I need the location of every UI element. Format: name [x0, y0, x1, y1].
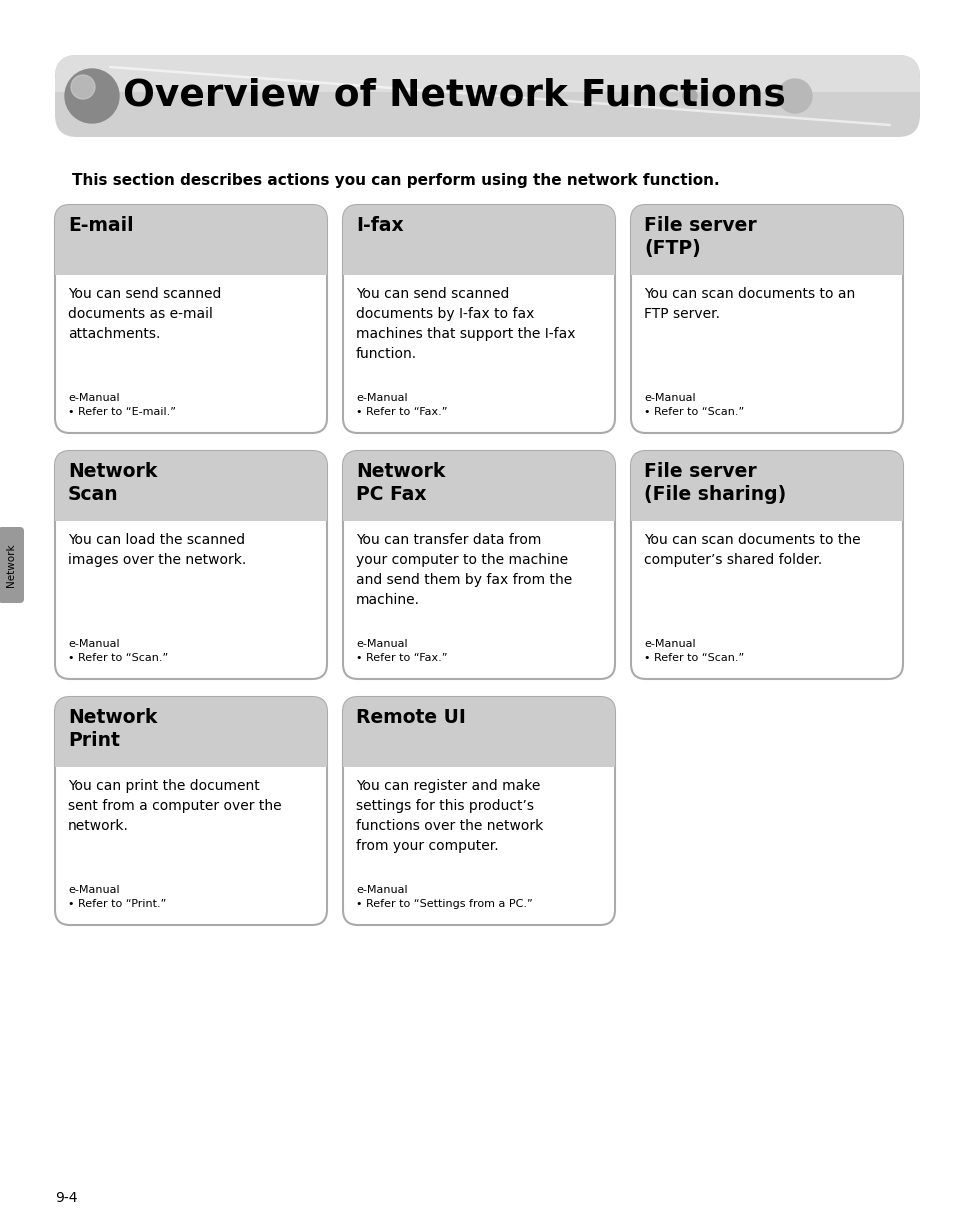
Text: You can register and make
settings for this product’s
functions over the network: You can register and make settings for t… [355, 779, 542, 853]
Bar [55, 712, 327, 767]
Bar [55, 466, 327, 521]
FancyBboxPatch shape [343, 452, 615, 679]
Text: 9-4: 9-4 [55, 1191, 77, 1205]
FancyBboxPatch shape [0, 528, 24, 602]
Text: You can print the document
sent from a computer over the
network.: You can print the document sent from a c… [68, 779, 281, 833]
Text: Overview of Network Functions: Overview of Network Functions [123, 79, 785, 114]
FancyBboxPatch shape [630, 452, 902, 679]
Bar [55, 77, 919, 92]
Bar [630, 220, 902, 275]
Circle shape [65, 69, 119, 123]
Text: e-Manual
• Refer to “Print.”: e-Manual • Refer to “Print.” [68, 885, 166, 909]
Circle shape [71, 75, 95, 99]
Text: You can send scanned
documents as e-mail
attachments.: You can send scanned documents as e-mail… [68, 287, 221, 341]
Text: You can scan documents to the
computer’s shared folder.: You can scan documents to the computer’s… [643, 533, 860, 567]
Bar [343, 220, 615, 275]
FancyBboxPatch shape [343, 697, 615, 925]
FancyBboxPatch shape [343, 452, 615, 521]
Bar [343, 466, 615, 521]
FancyBboxPatch shape [630, 452, 902, 521]
Text: This section describes actions you can perform using the network function.: This section describes actions you can p… [71, 173, 719, 188]
Circle shape [778, 79, 811, 113]
Text: You can transfer data from
your computer to the machine
and send them by fax fro: You can transfer data from your computer… [355, 533, 572, 607]
Text: File server
(FTP): File server (FTP) [643, 216, 756, 258]
Text: e-Manual
• Refer to “Fax.”: e-Manual • Refer to “Fax.” [355, 639, 447, 663]
Text: Network
Print: Network Print [68, 708, 157, 750]
Text: Network
Scan: Network Scan [68, 463, 157, 504]
FancyBboxPatch shape [343, 205, 615, 275]
Bar [343, 712, 615, 767]
FancyBboxPatch shape [55, 452, 327, 521]
FancyBboxPatch shape [55, 697, 327, 767]
Text: File server
(File sharing): File server (File sharing) [643, 463, 785, 504]
Text: e-Manual
• Refer to “Scan.”: e-Manual • Refer to “Scan.” [643, 639, 743, 663]
FancyBboxPatch shape [343, 205, 615, 433]
Text: e-Manual
• Refer to “Settings from a PC.”: e-Manual • Refer to “Settings from a PC.… [355, 885, 532, 909]
Bar [630, 466, 902, 521]
FancyBboxPatch shape [630, 205, 902, 433]
Text: Network
PC Fax: Network PC Fax [355, 463, 445, 504]
Text: Remote UI: Remote UI [355, 708, 465, 728]
FancyBboxPatch shape [55, 697, 327, 925]
Circle shape [682, 90, 697, 103]
Text: E-mail: E-mail [68, 216, 133, 236]
FancyBboxPatch shape [55, 205, 327, 433]
Bar [55, 220, 327, 275]
Text: e-Manual
• Refer to “E-mail.”: e-Manual • Refer to “E-mail.” [68, 393, 175, 417]
Text: Network: Network [6, 544, 16, 587]
Text: e-Manual
• Refer to “Scan.”: e-Manual • Refer to “Scan.” [68, 639, 168, 663]
Text: e-Manual
• Refer to “Scan.”: e-Manual • Refer to “Scan.” [643, 393, 743, 417]
FancyBboxPatch shape [55, 55, 919, 137]
Text: e-Manual
• Refer to “Fax.”: e-Manual • Refer to “Fax.” [355, 393, 447, 417]
Text: You can scan documents to an
FTP server.: You can scan documents to an FTP server. [643, 287, 854, 321]
FancyBboxPatch shape [55, 205, 327, 275]
FancyBboxPatch shape [343, 697, 615, 767]
Text: I-fax: I-fax [355, 216, 403, 236]
Text: You can load the scanned
images over the network.: You can load the scanned images over the… [68, 533, 246, 567]
Text: You can send scanned
documents by I-fax to fax
machines that support the I-fax
f: You can send scanned documents by I-fax … [355, 287, 575, 361]
FancyBboxPatch shape [630, 205, 902, 275]
FancyBboxPatch shape [55, 452, 327, 679]
FancyBboxPatch shape [55, 55, 919, 92]
